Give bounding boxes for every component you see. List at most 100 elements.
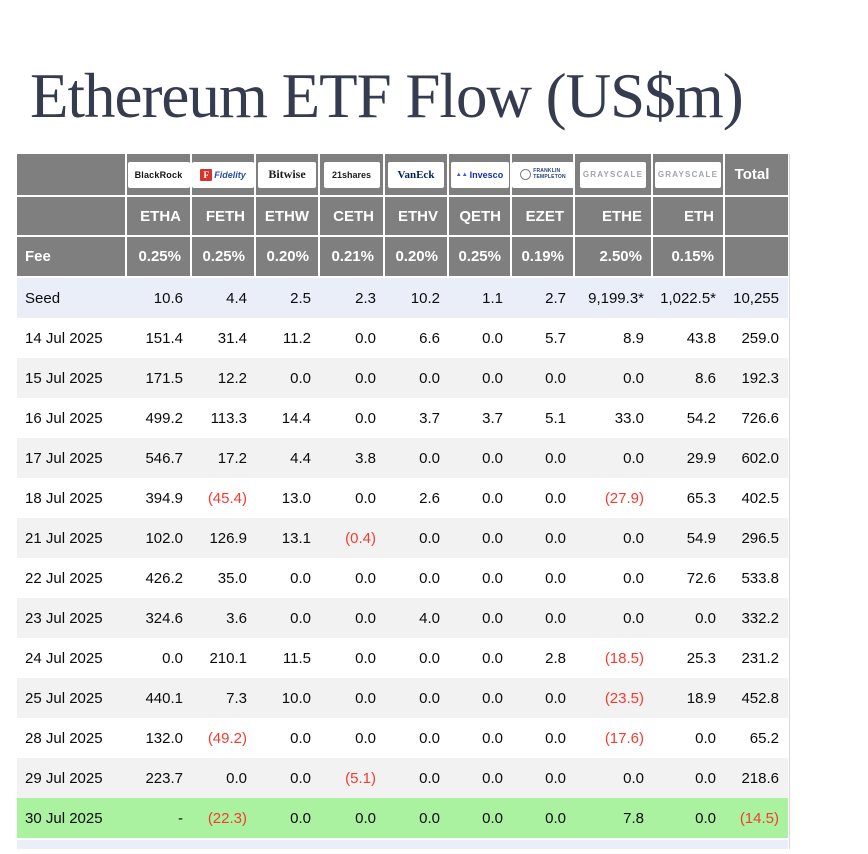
cell: 2.5	[256, 278, 320, 318]
cell: 25.3	[653, 638, 725, 678]
corner-cell	[17, 154, 127, 197]
21shares-header-cell: 21shares	[320, 154, 385, 197]
cell: 54.2	[653, 398, 725, 438]
cell: 546.7	[127, 438, 192, 478]
table-row: Seed 10.6 4.4 2.5 2.3 10.2 1.1 2.7 9,199.3* 1,022…	[17, 278, 788, 318]
table-row: 23 Jul 2025 324.6 3.6 0.0 0.0 4.0 0.0 0.0 0.0 0.0…	[17, 598, 788, 638]
cell: 2.8	[512, 638, 575, 678]
grayscale2-logo: GRAYSCALE	[655, 161, 721, 188]
cell: 533.8	[725, 558, 788, 598]
cell: 54.9	[653, 518, 725, 558]
cell: 0.0	[385, 558, 449, 598]
cell: 0.0	[385, 758, 449, 798]
table-row: 15 Jul 2025 171.5 12.2 0.0 0.0 0.0 0.0 0.0 0.0 8.…	[17, 358, 788, 398]
cell: 0.0	[385, 638, 449, 678]
cell: 5.7	[512, 318, 575, 358]
cell: 8.9	[575, 318, 653, 358]
cell: 0.0	[320, 718, 385, 758]
cell: 192.3	[725, 358, 788, 398]
cell: 0.0	[449, 358, 512, 398]
cell: 4.4	[192, 278, 256, 318]
fidelity-logo: F Fidelity	[192, 161, 254, 188]
cell: 0.0	[320, 558, 385, 598]
cell: 0.0	[575, 558, 653, 598]
row-label: 24 Jul 2025	[17, 638, 127, 678]
blackrock-logo-text: BlackRock	[134, 169, 183, 180]
cell: 0.0	[512, 678, 575, 718]
cell: 0.0	[449, 638, 512, 678]
cell: 0.0	[449, 718, 512, 758]
cell: 0.0	[575, 598, 653, 638]
fee-QETH: 0.25%	[449, 237, 512, 278]
table-row: 28 Jul 2025 132.0 (49.2) 0.0 0.0 0.0 0.0 0.0 (17…	[17, 718, 788, 758]
cell: 296.5	[725, 518, 788, 558]
cell: 499.2	[127, 398, 192, 438]
cell: 394.9	[127, 478, 192, 518]
cell: (17.6)	[575, 718, 653, 758]
cell: 231.2	[725, 638, 788, 678]
ticker-ETHA: ETHA	[127, 197, 192, 237]
cell: 126.9	[192, 518, 256, 558]
cell: 10.6	[127, 278, 192, 318]
cell: 72.6	[653, 558, 725, 598]
row-label: 21 Jul 2025	[17, 518, 127, 558]
cell: 726.6	[725, 398, 788, 438]
cell: 3.7	[449, 398, 512, 438]
cell: 0.0	[512, 518, 575, 558]
cell: 2.6	[385, 478, 449, 518]
fee-ETHV: 0.20%	[385, 237, 449, 278]
cell: 0.0	[320, 678, 385, 718]
cell: 3.8	[320, 438, 385, 478]
cell: 324.6	[127, 598, 192, 638]
table-header: BlackRock F Fidelity Bitwise 21shares VanEck ▲…	[17, 154, 788, 278]
cell: 10.0	[256, 678, 320, 718]
cell: 0.0	[512, 718, 575, 758]
cell: 5.1	[512, 398, 575, 438]
cell: 0.0	[512, 598, 575, 638]
table-row: 25 Jul 2025 440.1 7.3 10.0 0.0 0.0 0.0 0.0 (23.5…	[17, 678, 788, 718]
cell: 0.0	[449, 758, 512, 798]
cell: 332.2	[725, 598, 788, 638]
cell: 452.8	[725, 678, 788, 718]
cell: 259.0	[725, 318, 788, 358]
grayscale-header-cell: GRAYSCALE	[575, 154, 653, 197]
ticker-ETHW: ETHW	[256, 197, 320, 237]
cell: (5.1)	[320, 758, 385, 798]
cell: 18.9	[653, 678, 725, 718]
row-label: 23 Jul 2025	[17, 598, 127, 638]
cell: 113.3	[192, 398, 256, 438]
table-row: 18 Jul 2025 394.9 (45.4) 13.0 0.0 2.6 0.0 0.0 (2…	[17, 478, 788, 518]
cell: 0.0	[320, 478, 385, 518]
bitwise-logo-text: Bitwise	[268, 167, 306, 181]
row-label: 17 Jul 2025	[17, 438, 127, 478]
cell: 0.0	[653, 598, 725, 638]
cell: 9,199.3*	[575, 278, 653, 318]
cell: 0.0	[449, 518, 512, 558]
vaneck-header-cell: VanEck	[385, 154, 449, 197]
cell: 3.6	[192, 598, 256, 638]
ticker-FETH: FETH	[192, 197, 256, 237]
fee-row-label: Fee	[17, 237, 127, 278]
vaneck-logo-text: VanEck	[397, 168, 435, 181]
cell: 0.0	[575, 438, 653, 478]
cell: 0.0	[127, 638, 192, 678]
cell: (22.3)	[192, 798, 256, 840]
fee-CETH: 0.21%	[320, 237, 385, 278]
cell: 11.2	[256, 318, 320, 358]
page-title: Ethereum ETF Flow (US$m)	[30, 61, 744, 132]
cell: 1,022.5*	[653, 278, 725, 318]
fee-total	[725, 237, 788, 278]
cell: 0.0	[449, 318, 512, 358]
cell: 0.0	[575, 358, 653, 398]
cell: 0.0	[385, 678, 449, 718]
cell: 0.0	[256, 758, 320, 798]
table-body: Seed 10.6 4.4 2.5 2.3 10.2 1.1 2.7 9,199.3* 1,022…	[17, 278, 788, 849]
cell: 0.0	[512, 798, 575, 840]
cell: 0.0	[512, 558, 575, 598]
ticker-ETHE: ETHE	[575, 197, 653, 237]
cell: 132.0	[127, 718, 192, 758]
cell: 11.5	[256, 638, 320, 678]
cell: 210.1	[192, 638, 256, 678]
cell: 6.6	[385, 318, 449, 358]
grayscale-logo-text: GRAYSCALE	[657, 170, 719, 179]
